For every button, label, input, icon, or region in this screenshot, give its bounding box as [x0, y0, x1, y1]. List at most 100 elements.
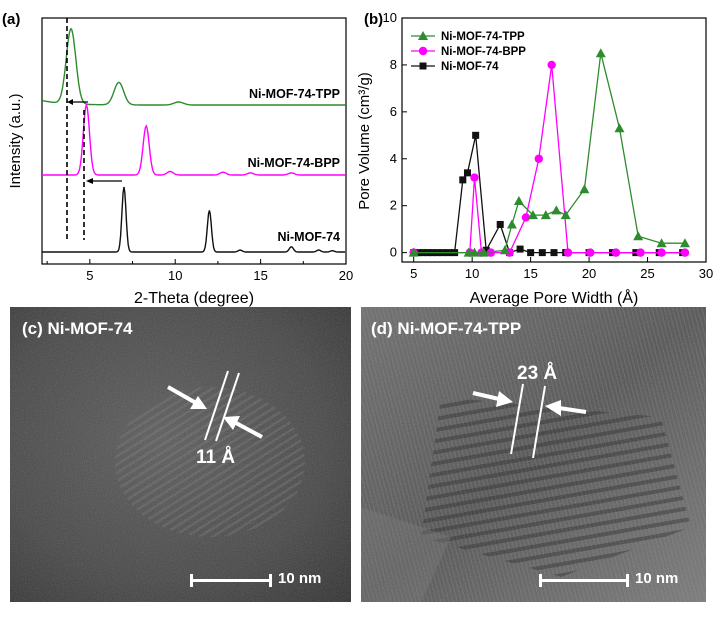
tem-d-scale-label: 10 nm	[635, 570, 679, 587]
pore-point-triangle	[614, 123, 625, 133]
panel-b-ytick-label: 6	[390, 104, 397, 119]
pore-point-square	[482, 246, 490, 254]
pore-point-circle	[521, 213, 531, 222]
pore-point-triangle	[506, 219, 517, 229]
pore-point-circle	[486, 248, 496, 257]
pore-point-square	[516, 245, 524, 253]
trace-label-tpp: Ni-MOF-74-TPP	[249, 87, 340, 101]
panel-a: 5 10 15 20 (a) Intensity (a.u.) 2-Theta (de…	[2, 11, 353, 307]
panel-b-letter: (b)	[364, 11, 383, 28]
shift-arrow-upper	[67, 99, 88, 105]
arrow-left-d	[472, 391, 513, 407]
panel-a-xtick-label: 20	[339, 268, 353, 283]
panel-b: 5 10 15 20 25 30 0 2 4 6 8 10 (b) Pore Volume (cm³/…	[356, 10, 713, 307]
pore-point-square	[496, 220, 504, 228]
panel-b-ylabel: Pore Volume (cm³/g)	[356, 72, 373, 210]
pore-line-square	[413, 135, 683, 254]
panel-b-xtick-label: 10	[465, 266, 479, 281]
panel-b-xtick-label: 15	[523, 266, 537, 281]
lattice-line-d1	[510, 383, 524, 455]
panel-a-frame	[41, 17, 347, 265]
panel-b-ytick-label: 4	[390, 151, 397, 166]
tem-image-d: (d) Ni-MOF-74-TPP 23 Å 10 nm	[361, 307, 706, 602]
tem-c-label: (c) Ni-MOF-74	[22, 319, 133, 338]
panel-a-xtick-label: 5	[86, 268, 93, 283]
panel-b-series	[408, 48, 690, 257]
pore-point-square	[472, 131, 480, 139]
panel-b-frame	[401, 17, 707, 263]
arrow-left-c	[167, 385, 207, 409]
pore-point-triangle	[513, 196, 524, 205]
lattice-line-c1	[204, 370, 229, 441]
pore-point-circle	[534, 154, 543, 163]
pore-point-triangle	[469, 247, 480, 257]
pore-point-triangle	[595, 48, 606, 58]
panel-b-xtick-label: 5	[410, 266, 417, 281]
xrd-trace-ni-mof-74	[42, 186, 346, 253]
panel-a-xtick-label: 10	[168, 268, 182, 283]
pore-point-square	[550, 249, 558, 257]
tem-image-c: (c) Ni-MOF-74 11 Å 10 nm	[10, 307, 351, 602]
legend-label: Ni-MOF-74-TPP	[441, 31, 525, 43]
panel-b-xlabel: Average Pore Width (Å)	[470, 288, 639, 307]
tem-d-texture	[361, 307, 706, 602]
panel-b-xtick-label: 20	[582, 266, 596, 281]
shift-arrow-lower	[86, 178, 122, 184]
arrow-right-c	[223, 416, 263, 439]
panel-a-curves	[41, 27, 346, 253]
lattice-line-c2	[215, 372, 240, 442]
panel-b-xtick-label: 25	[640, 266, 654, 281]
trace-label-bpp: Ni-MOF-74-BPP	[248, 156, 340, 170]
pore-point-circle	[680, 248, 690, 257]
panel-a-xtick-label: 15	[253, 268, 267, 283]
panel-b-xtick-label: 30	[699, 266, 713, 281]
tem-c-scale-bar	[190, 574, 272, 587]
pore-point-triangle	[499, 245, 510, 255]
xrd-trace-bpp	[42, 102, 346, 176]
pore-point-triangle	[579, 184, 590, 194]
pore-point-triangle	[527, 210, 538, 220]
pore-point-triangle	[560, 210, 571, 220]
lattice-line-d2	[532, 385, 546, 459]
pore-point-triangle	[656, 238, 667, 248]
pore-point-triangle	[679, 238, 690, 248]
pore-point-square	[459, 176, 467, 184]
pore-point-triangle	[551, 205, 562, 215]
tem-d-d-spacing: 23 Å	[517, 363, 558, 384]
panel-b-legend: Ni-MOF-74-TPP Ni-MOF-74-BPP Ni-MOF-74	[411, 31, 526, 73]
legend-marker	[418, 46, 428, 56]
panel-a-xlabel: 2-Theta (degree)	[134, 290, 254, 307]
panel-b-ytick-label: 0	[390, 245, 397, 260]
panel-b-ytick-label: 2	[390, 198, 397, 213]
tem-c-scale-label: 10 nm	[278, 570, 322, 587]
legend-label: Ni-MOF-74-BPP	[441, 46, 526, 58]
tem-d-scale-bar	[539, 574, 629, 587]
pore-point-circle	[611, 248, 621, 257]
pore-point-circle	[547, 60, 556, 70]
legend-marker	[418, 31, 428, 40]
pore-point-circle	[657, 248, 666, 257]
pore-point-triangle	[408, 247, 419, 257]
pore-point-circle	[586, 248, 595, 257]
pore-point-square	[527, 249, 535, 257]
pore-point-circle	[563, 248, 573, 257]
panel-b-ticks: 5 10 15 20 25 30 0 2 4 6 8 10	[383, 10, 714, 281]
tem-c-d-spacing: 11 Å	[196, 447, 236, 468]
pore-point-triangle	[633, 231, 644, 241]
panel-a-ticks: 5 10 15 20	[46, 259, 353, 283]
pore-point-square	[538, 249, 546, 257]
panel-a-ylabel: Intensity (a.u.)	[7, 93, 24, 188]
tem-c-texture	[10, 307, 351, 602]
legend-marker	[419, 62, 427, 70]
panel-b-ytick-label: 10	[383, 10, 397, 25]
legend-label: Ni-MOF-74	[441, 61, 499, 73]
pore-point-circle	[636, 248, 645, 257]
pore-point-triangle	[540, 210, 551, 220]
panel-b-ytick-label: 8	[390, 57, 397, 72]
arrow-right-d	[545, 400, 587, 416]
pore-point-circle	[470, 173, 479, 182]
trace-label-ni-mof-74: Ni-MOF-74	[278, 230, 341, 244]
xrd-trace-tpp	[41, 27, 346, 106]
panel-a-letter: (a)	[2, 11, 20, 28]
